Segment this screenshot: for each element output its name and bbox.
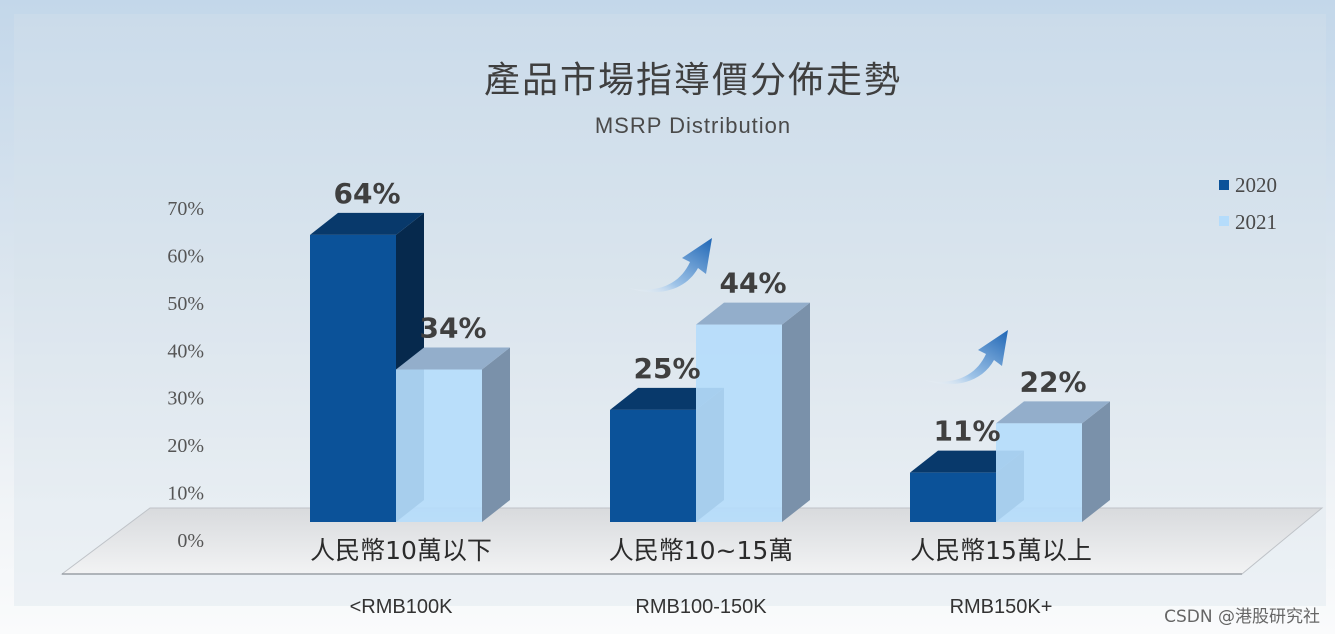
legend-swatch-2020 — [1219, 180, 1229, 190]
y-tick-label: 60% — [167, 245, 204, 267]
bars-layer — [310, 212, 1110, 522]
bar-2021 — [396, 347, 510, 522]
data-labels: 64% 34% 25% 44% 11% 22% — [333, 177, 1086, 448]
y-tick-label: 10% — [167, 483, 204, 505]
data-label: 64% — [333, 177, 400, 210]
x-category-sublabel: RMB150K+ — [950, 596, 1053, 618]
data-label: 22% — [1019, 365, 1086, 398]
y-tick-label: 0% — [177, 530, 204, 552]
data-label: 44% — [719, 267, 786, 300]
y-tick-label: 20% — [167, 435, 204, 457]
x-category-label: 人民幣10~15萬 — [609, 536, 794, 565]
chart-title: 產品市場指導價分佈走勢 — [484, 60, 902, 101]
x-category-label: 人民幣15萬以上 — [910, 536, 1092, 565]
x-category-sublabel: <RMB100K — [350, 596, 453, 618]
data-label: 11% — [933, 415, 1000, 448]
legend-label-2020: 2020 — [1235, 173, 1277, 197]
chart-subtitle: MSRP Distribution — [595, 113, 791, 138]
y-tick-label: 30% — [167, 388, 204, 410]
x-axis-categories: 人民幣10萬以下 <RMB100K 人民幣10~15萬 RMB100-150K 人民幣1… — [310, 536, 1092, 618]
trend-arrows — [628, 238, 1008, 385]
bar-2021 — [696, 302, 810, 522]
y-tick-label: 70% — [167, 198, 204, 220]
legend-swatch-2021 — [1219, 216, 1229, 226]
y-tick-label: 50% — [167, 293, 204, 315]
y-tick-label: 40% — [167, 340, 204, 362]
legend-label-2021: 2021 — [1235, 210, 1277, 234]
legend: 2020 2021 — [1219, 173, 1277, 234]
bar-2021 — [996, 401, 1110, 522]
x-category-label: 人民幣10萬以下 — [310, 536, 492, 565]
x-category-sublabel: RMB100-150K — [635, 596, 767, 618]
trend-up-arrow-icon — [924, 330, 1008, 385]
y-axis: 0% 10% 20% 30% 40% 50% 60% 70% — [167, 198, 204, 552]
trend-up-arrow-icon — [628, 238, 712, 293]
data-label: 25% — [633, 352, 700, 385]
data-label: 34% — [419, 311, 486, 344]
watermark: CSDN @港股研究社 — [1164, 607, 1320, 627]
